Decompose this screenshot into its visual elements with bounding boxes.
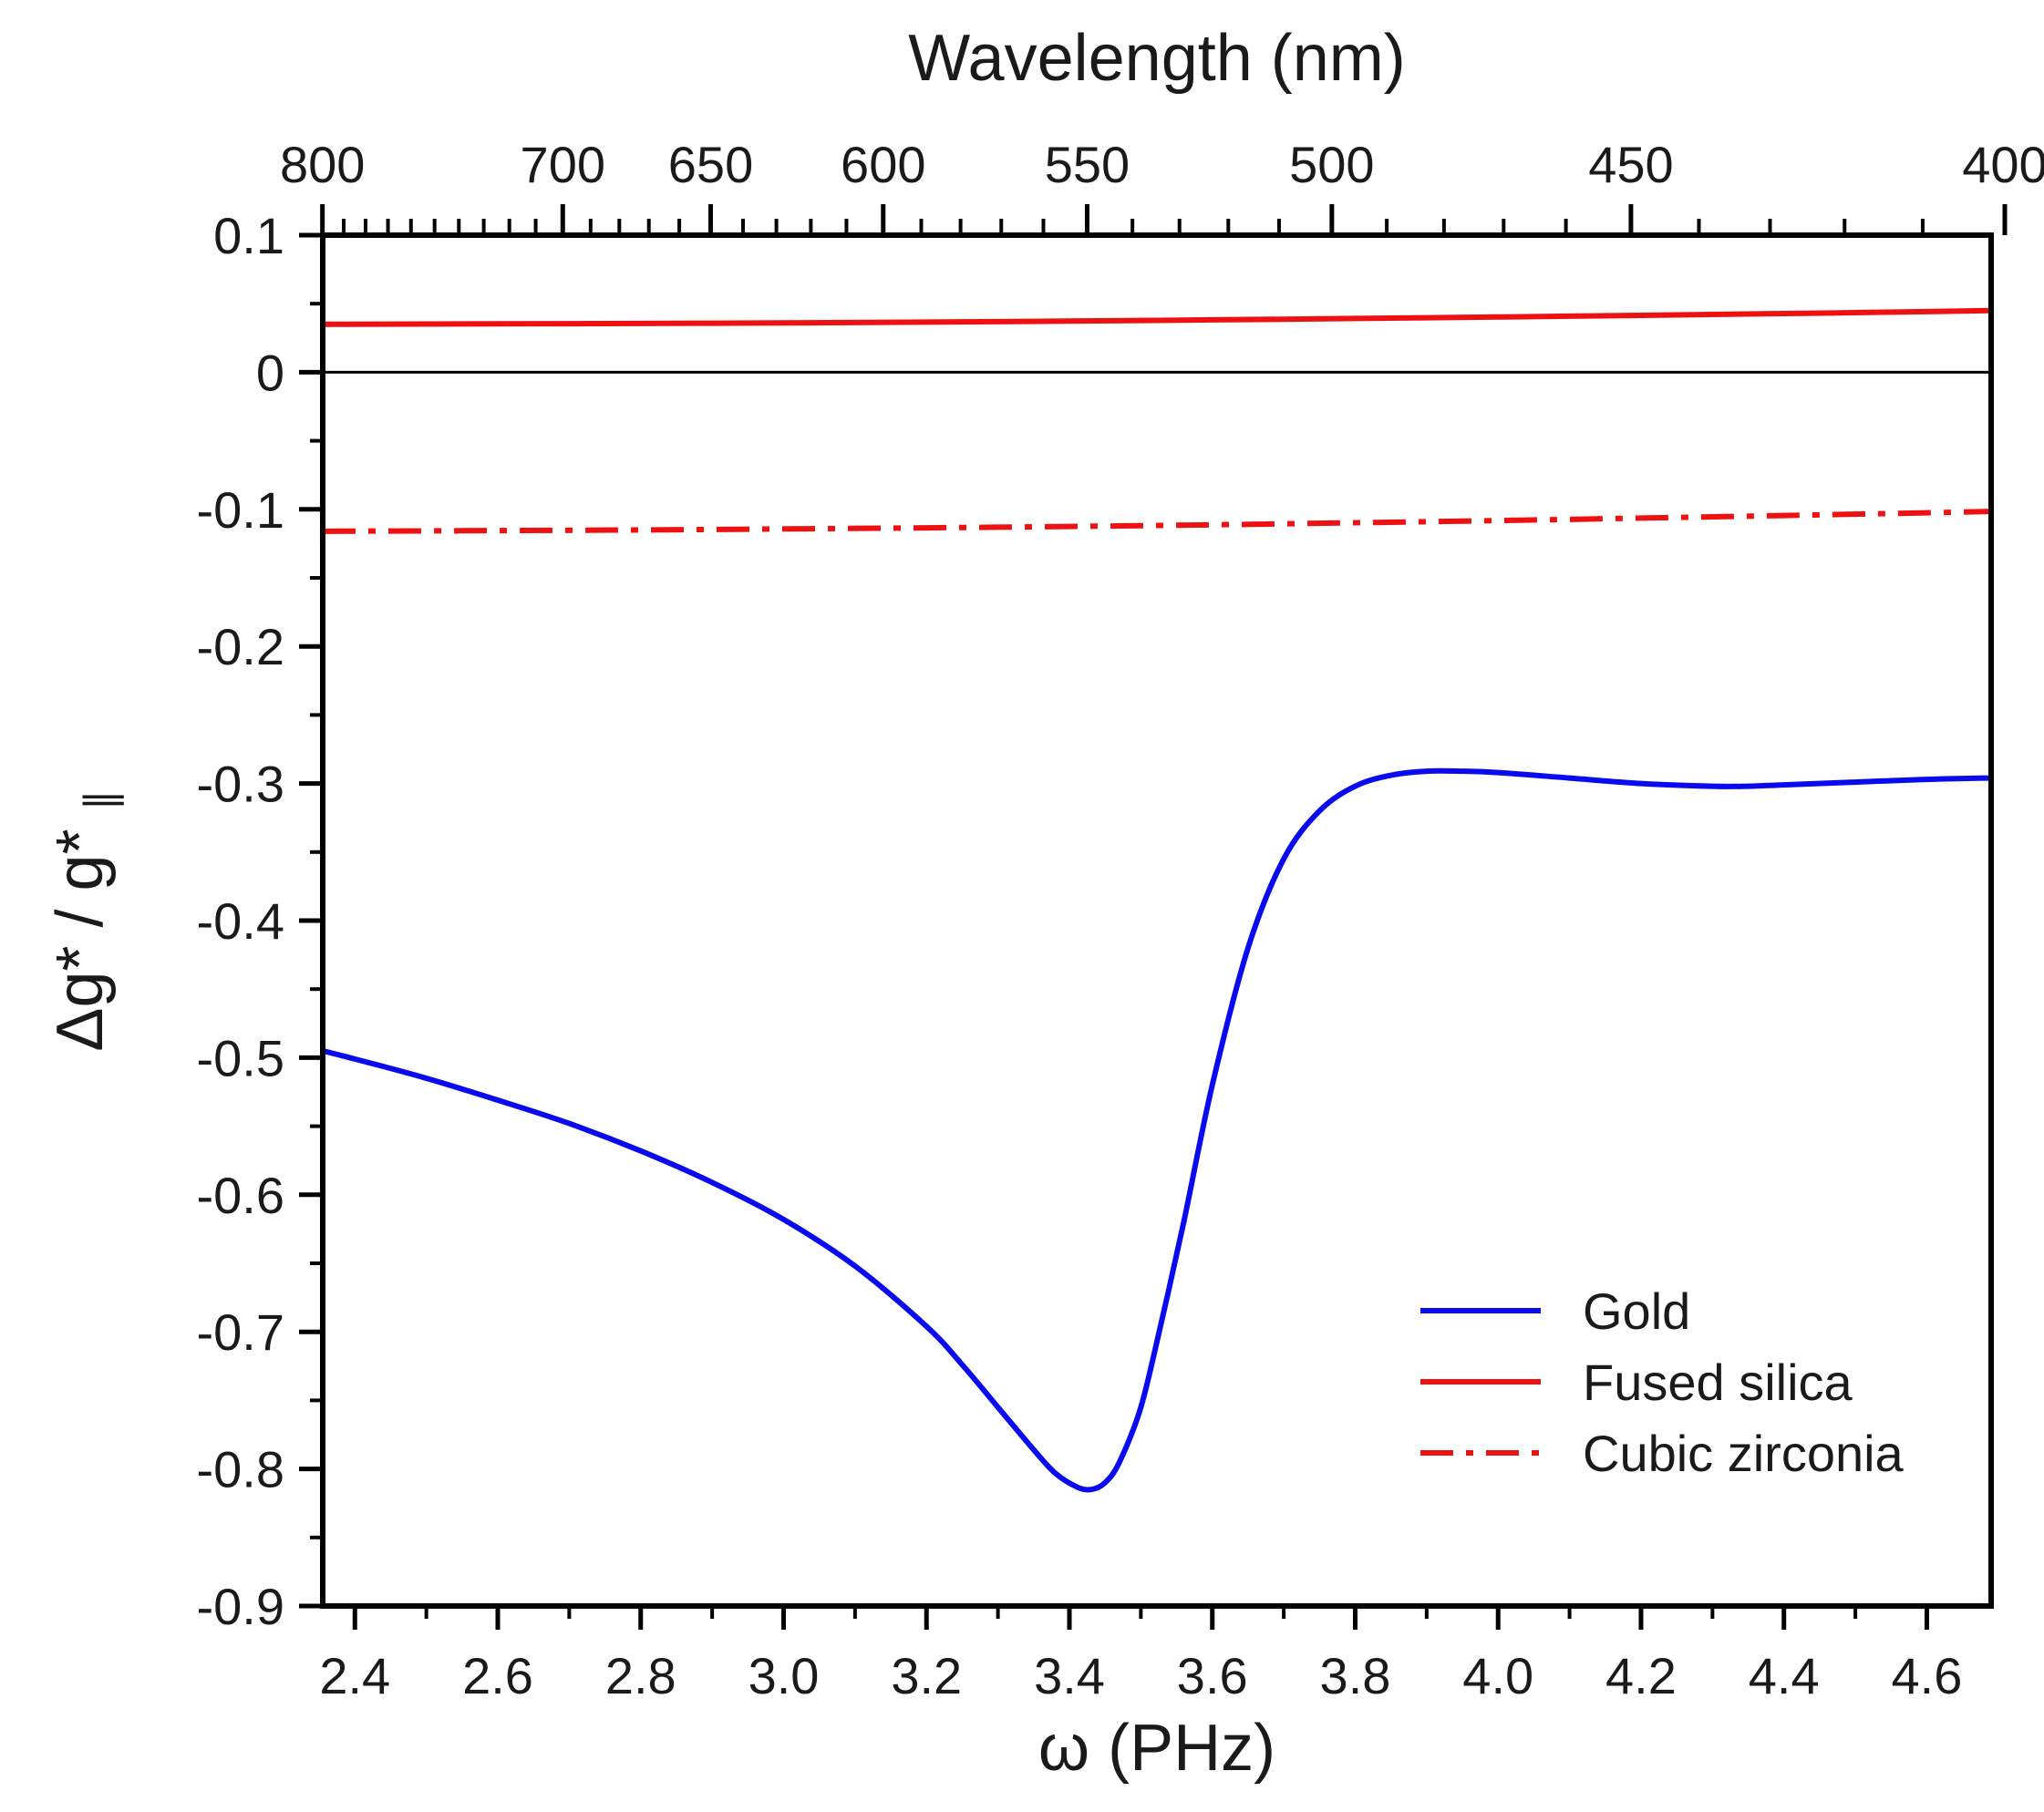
y-tick-label: -0.6	[197, 1167, 285, 1224]
legend: Gold Fused silica Cubic zirconia	[1420, 1282, 1905, 1482]
x-tick-label: 3.6	[1177, 1647, 1248, 1704]
legend-label-cubic-zirconia: Cubic zirconia	[1583, 1425, 1905, 1482]
top-tick-label: 650	[668, 136, 753, 193]
series-line-cubic-zirconia	[322, 509, 1992, 534]
top-tick-label: 450	[1588, 136, 1673, 193]
x-tick-label: 3.0	[748, 1647, 820, 1704]
legend-label-fused-silica: Fused silica	[1583, 1354, 1853, 1411]
y-tick-label: -0.8	[197, 1441, 285, 1498]
top-tick-label: 600	[841, 136, 925, 193]
x-tick-label: 2.8	[605, 1647, 676, 1704]
top-axis-title: Wavelength (nm)	[908, 22, 1406, 95]
x-tick-label: 3.2	[891, 1647, 962, 1704]
top-tick-label: 500	[1289, 136, 1374, 193]
x-tick-label: 3.4	[1034, 1647, 1105, 1704]
series-layer	[322, 307, 1992, 1493]
series-line-gold	[322, 767, 1992, 1493]
top-tick-label: 700	[521, 136, 605, 193]
y-tick-label: -0.2	[197, 618, 285, 675]
x-tick-label: 4.6	[1892, 1647, 1963, 1704]
y-tick-label: 0.1	[213, 207, 284, 264]
series-line-fused-silica	[322, 307, 1992, 327]
x-tick-label: 2.4	[319, 1647, 390, 1704]
top-tick-label: 400	[1962, 136, 2044, 193]
x-tick-label: 2.6	[462, 1647, 533, 1704]
top-tick-label: 550	[1045, 136, 1130, 193]
y-axis-title-subscript: ∥	[77, 789, 124, 810]
y-axis-title: Δg* / g* ∥	[44, 789, 124, 1051]
y-tick-label: -0.9	[197, 1578, 285, 1635]
y-tick-label: -0.3	[197, 756, 285, 813]
x-tick-label: 4.0	[1462, 1647, 1533, 1704]
tick-labels-layer: 2.4 2.6 2.8 3.0 3.2 3.4 3.6 3.8 4.0 4.2 4.4 4.6 0.1 0…	[197, 136, 2044, 1704]
y-tick-label: -0.5	[197, 1029, 285, 1086]
y-axis-title-main: Δg* / g*	[44, 829, 117, 1051]
y-tick-label: -0.1	[197, 481, 285, 539]
x-tick-label: 4.2	[1605, 1647, 1677, 1704]
x-axis-title: ω (PHz)	[1038, 1712, 1275, 1785]
legend-label-gold: Gold	[1583, 1282, 1690, 1340]
y-tick-label: 0	[256, 344, 284, 401]
y-tick-label: -0.7	[197, 1303, 285, 1361]
y-tick-label: -0.4	[197, 892, 285, 950]
top-tick-label: 800	[280, 136, 365, 193]
x-tick-label: 4.4	[1749, 1647, 1820, 1704]
x-tick-label: 3.8	[1320, 1647, 1391, 1704]
ticks-layer	[299, 204, 2008, 1630]
